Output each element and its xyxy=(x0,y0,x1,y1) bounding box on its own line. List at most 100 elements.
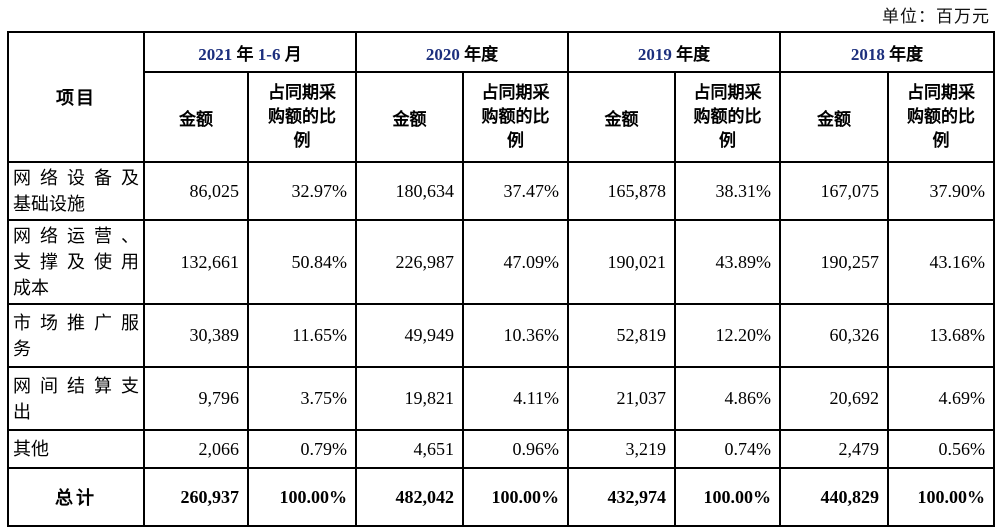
total-amount-cell: 432,974 xyxy=(567,467,677,527)
period-header-row: 项目 2021 年 1-6 月 2020 年度 2019 年度 2018 年度 xyxy=(7,31,996,163)
ratio-cell: 50.84% xyxy=(246,219,358,305)
amount-cell: 167,075 xyxy=(779,161,890,221)
amount-header: 金额 xyxy=(779,71,890,163)
amount-cell: 180,634 xyxy=(355,161,465,221)
amount-header: 金额 xyxy=(355,71,465,163)
total-amount-cell: 482,042 xyxy=(355,467,465,527)
amount-cell: 9,796 xyxy=(143,366,249,431)
ratio-cell: 10.36% xyxy=(462,303,570,368)
procurement-table: 项目 2021 年 1-6 月 2020 年度 2019 年度 2018 年度 … xyxy=(7,31,996,527)
amount-cell: 132,661 xyxy=(143,219,249,305)
total-ratio-cell: 100.00% xyxy=(887,467,996,527)
amount-cell: 165,878 xyxy=(567,161,677,221)
ratio-cell: 32.97% xyxy=(246,161,358,221)
amount-cell: 4,651 xyxy=(355,429,465,469)
ratio-header: 占同期采 购额的比例 xyxy=(887,71,996,163)
ratio-cell: 4.86% xyxy=(674,366,782,431)
ratio-header-line: 购额的比 xyxy=(907,107,976,126)
total-label: 总计 xyxy=(7,467,145,527)
ratio-cell: 0.96% xyxy=(462,429,570,469)
amount-cell: 21,037 xyxy=(567,366,677,431)
ratio-header-line: 占同期采 xyxy=(693,83,762,102)
period-year-number: 2019 xyxy=(637,44,672,64)
table-row: 网络设备及 基础设施 86,025 32.97% 180,634 37.47% 165,87… xyxy=(7,161,996,221)
ratio-header-line: 例 xyxy=(507,131,525,150)
period-header-2020: 2020 年度 xyxy=(355,31,570,73)
ratio-cell: 0.56% xyxy=(887,429,996,469)
total-amount-cell: 440,829 xyxy=(779,467,890,527)
period-year-number: 2021 xyxy=(198,44,233,64)
item-column-header: 项目 xyxy=(7,31,145,163)
amount-cell: 19,821 xyxy=(355,366,465,431)
amount-cell: 3,219 xyxy=(567,429,677,469)
ratio-header-line: 例 xyxy=(932,131,950,150)
ratio-header: 占同期采 购额的比例 xyxy=(246,71,358,163)
ratio-cell: 11.65% xyxy=(246,303,358,368)
total-ratio-cell: 100.00% xyxy=(246,467,358,527)
amount-cell: 190,257 xyxy=(779,219,890,305)
amount-cell: 30,389 xyxy=(143,303,249,368)
amount-header: 金额 xyxy=(143,71,249,163)
ratio-header-line: 占同期采 xyxy=(481,83,550,102)
amount-cell: 86,025 xyxy=(143,161,249,221)
unit-label: 单位：百万元 xyxy=(882,7,990,26)
amount-cell: 49,949 xyxy=(355,303,465,368)
row-label: 其他 xyxy=(7,429,145,469)
ratio-cell: 37.47% xyxy=(462,161,570,221)
ratio-cell: 47.09% xyxy=(462,219,570,305)
ratio-cell: 4.11% xyxy=(462,366,570,431)
amount-cell: 190,021 xyxy=(567,219,677,305)
ratio-cell: 4.69% xyxy=(887,366,996,431)
amount-cell: 2,066 xyxy=(143,429,249,469)
row-label: 网间结算支出 xyxy=(7,366,145,431)
amount-cell: 2,479 xyxy=(779,429,890,469)
ratio-header: 占同期采 购额的比例 xyxy=(462,71,570,163)
period-year-suffix: 年 xyxy=(232,44,258,64)
ratio-cell: 43.89% xyxy=(674,219,782,305)
ratio-header-line: 占同期采 xyxy=(907,83,976,102)
table-row: 其他 2,066 0.79% 4,651 0.96% 3,219 0.74% 2,479 0.5… xyxy=(7,429,996,469)
ratio-cell: 0.74% xyxy=(674,429,782,469)
ratio-header-line: 占同期采 xyxy=(268,83,336,102)
amount-cell: 226,987 xyxy=(355,219,465,305)
ratio-cell: 43.16% xyxy=(887,219,996,305)
ratio-cell: 3.75% xyxy=(246,366,358,431)
ratio-cell: 37.90% xyxy=(887,161,996,221)
table-row: 网络运营、 支撑及使用 成本 132,661 50.84% 226,987 47.09% 19… xyxy=(7,219,996,305)
ratio-cell: 12.20% xyxy=(674,303,782,368)
period-year-suffix: 年度 xyxy=(459,44,499,64)
total-amount-cell: 260,937 xyxy=(143,467,249,527)
period-year-suffix: 年度 xyxy=(884,44,924,64)
total-ratio-cell: 100.00% xyxy=(462,467,570,527)
row-label: 网络运营、 支撑及使用 成本 xyxy=(7,219,145,305)
amount-cell: 60,326 xyxy=(779,303,890,368)
ratio-header: 占同期采 购额的比例 xyxy=(674,71,782,163)
period-header-2021-h1: 2021 年 1-6 月 xyxy=(142,31,358,73)
ratio-header-line: 购额的比 xyxy=(481,107,550,126)
amount-header: 金额 xyxy=(567,71,677,163)
ratio-cell: 13.68% xyxy=(887,303,996,368)
ratio-cell: 38.31% xyxy=(674,161,782,221)
amount-cell: 20,692 xyxy=(779,366,890,431)
period-year-suffix: 年度 xyxy=(671,44,711,64)
ratio-header-line: 购额的比 xyxy=(693,107,762,126)
row-label: 市场推广服务 xyxy=(7,303,145,368)
total-row: 总计 260,937 100.00% 482,042 100.00% 432,974 100… xyxy=(7,467,996,527)
ratio-header-line: 例 xyxy=(719,131,737,150)
table-row: 网间结算支出 9,796 3.75% 19,821 4.11% 21,037 4.86% 20… xyxy=(7,366,996,431)
sub-header-row: 金额 占同期采购额的比例 金额 占同期采购额的比例 金额 占同期采购额的比例 金… xyxy=(8,71,996,163)
period-year-number: 1-6 xyxy=(257,44,281,64)
period-year-number: 2020 xyxy=(425,44,460,64)
row-label: 网络设备及 基础设施 xyxy=(7,161,145,221)
period-year-number: 2018 xyxy=(850,44,885,64)
total-ratio-cell: 100.00% xyxy=(674,467,782,527)
ratio-header-line: 购额的比 xyxy=(268,107,336,126)
period-year-suffix: 月 xyxy=(280,44,302,64)
table-row: 市场推广服务 30,389 11.65% 49,949 10.36% 52,819 12.2… xyxy=(7,303,996,368)
ratio-cell: 0.79% xyxy=(246,429,358,469)
ratio-header-line: 例 xyxy=(293,131,311,150)
period-header-2019: 2019 年度 xyxy=(567,31,782,73)
period-header-2018: 2018 年度 xyxy=(779,31,996,73)
amount-cell: 52,819 xyxy=(567,303,677,368)
